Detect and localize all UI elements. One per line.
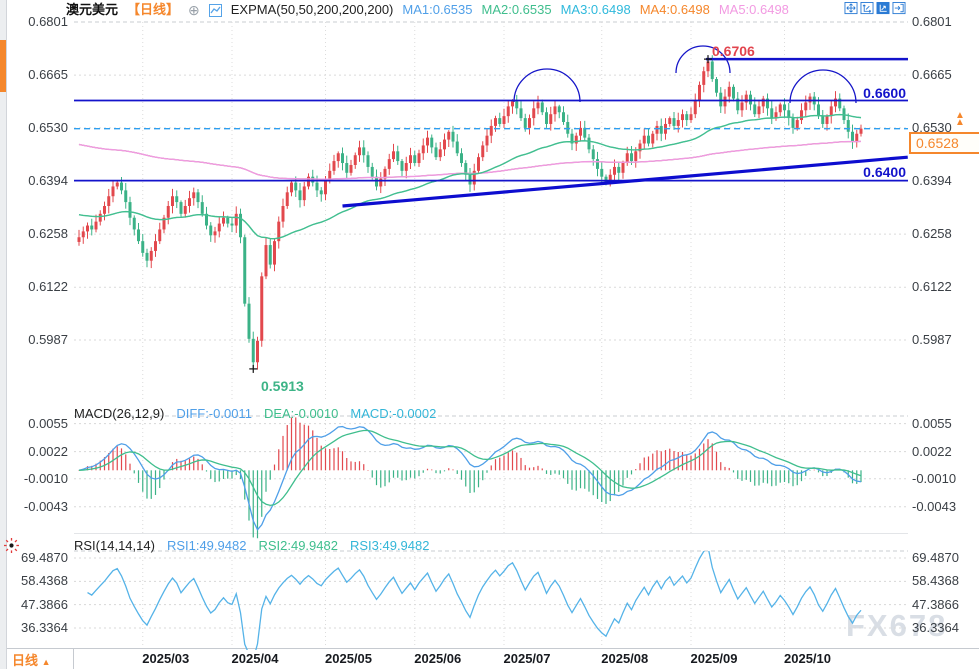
footer-separator <box>0 648 979 649</box>
x-axis-label: 2025/10 <box>784 651 831 666</box>
macd-title: MACD(26,12,9) <box>74 406 165 421</box>
macd-axis-label-right: 0.0022 <box>912 443 952 459</box>
rsi-axis-label-right: 69.4870 <box>912 549 959 565</box>
price-panel-header: 澳元美元 【日线】 ⊕ EXPMA(50,50,200,200,200) MA1… <box>66 2 789 18</box>
x-axis-label: 2025/03 <box>142 651 190 666</box>
rsi3-value: RSI3:49.9482 <box>349 538 430 553</box>
watermark: FX678 <box>846 608 948 643</box>
rsi-axis-label-right: 47.3866 <box>912 596 959 612</box>
price-axis-label-left: 0.6530 <box>28 119 68 135</box>
price-axis-label-right: 0.5987 <box>912 331 952 347</box>
x-axis-label: 2025/04 <box>231 651 279 666</box>
rsi-panel-header: RSI(14,14,14) RSI1:49.9482 RSI2:49.9482 … <box>74 538 429 554</box>
rsi-axis-label-left: 47.3866 <box>21 596 68 612</box>
ma3-value: MA3:0.6498 <box>560 2 631 17</box>
macd-axis-label-left: -0.0043 <box>23 498 68 514</box>
price-axis-label-left: 0.6801 <box>28 14 68 29</box>
pan-icon[interactable] <box>844 1 858 15</box>
macd-diff-value: DIFF:-0.0011 <box>176 406 252 421</box>
price-axis-label-left: 0.6122 <box>28 279 68 295</box>
price-axis-label-right: 0.6665 <box>912 67 952 83</box>
macd-axis-label-right: 0.0055 <box>912 415 952 431</box>
price-axis-label-right: 0.6258 <box>912 226 952 242</box>
macd-dea-value: DEA:-0.0010 <box>263 406 339 421</box>
price-axis-label-left: 0.6258 <box>28 226 68 242</box>
macd-axis-label-right: -0.0010 <box>912 470 957 486</box>
macd-axis-label-left: 0.0022 <box>28 443 68 459</box>
price-axis-label-left: 0.6665 <box>28 67 68 83</box>
macd-panel-header: MACD(26,12,9) DIFF:-0.0011 DEA:-0.0010 M… <box>74 406 436 422</box>
price-axis-label-right: 0.6801 <box>912 14 952 29</box>
indicator-chart-icon[interactable] <box>208 3 222 17</box>
price-axis-label-right: 0.6122 <box>912 279 952 295</box>
ma2-value: MA2:0.6535 <box>481 2 552 17</box>
period-arrow-icon: ▲ <box>41 657 51 667</box>
current-price-tag: 0.6528 <box>909 132 979 154</box>
symbol-title: 澳元美元 <box>66 2 119 17</box>
left-scroll-strip[interactable] <box>0 0 7 669</box>
alert-sun-icon[interactable] <box>3 537 20 559</box>
rsi-axis-label-left: 36.3364 <box>21 620 68 635</box>
upper-level-label: 0.6600 <box>863 85 906 101</box>
price-axis-label-left: 0.5987 <box>28 331 68 347</box>
add-indicator-icon[interactable]: ⊕ <box>188 2 200 18</box>
x-axis-label: 2025/07 <box>503 651 551 666</box>
rsi1-value: RSI1:49.9482 <box>166 538 247 553</box>
low-point-label: 0.5913 <box>261 378 304 394</box>
macd-axis-label-left: -0.0010 <box>23 470 68 486</box>
price-up-arrows-icon: ▲ ▲ <box>955 110 965 128</box>
footer-divider <box>73 648 74 669</box>
price-axis-label-right: 0.6530 <box>912 119 952 135</box>
rsi2-value: RSI2:49.9482 <box>258 538 338 553</box>
ma5-value: MA5:0.6498 <box>718 2 789 17</box>
chart-toolbar <box>844 1 906 15</box>
axis-range-icon[interactable] <box>860 1 874 15</box>
period-selector[interactable]: 日线 ▲ <box>12 650 51 669</box>
price-axis-label-right: 0.6394 <box>912 172 952 188</box>
x-axis-label: 2025/08 <box>601 651 649 666</box>
rsi-title: RSI(14,14,14) <box>74 538 155 553</box>
ma1-value: MA1:0.6535 <box>402 2 473 17</box>
axis-scale-icon[interactable] <box>876 1 890 15</box>
rsi-axis-label-right: 58.4368 <box>912 573 959 589</box>
rsi-axis-label-right: 36.3364 <box>912 620 959 635</box>
x-axis-label: 2025/05 <box>325 651 372 666</box>
ma4-value: MA4:0.6498 <box>639 2 710 17</box>
exit-chart-icon[interactable] <box>892 1 906 15</box>
macd-axis-label-left: 0.0055 <box>28 415 68 431</box>
resistance-label: 0.6706 <box>712 43 755 59</box>
scroll-thumb[interactable] <box>0 40 6 92</box>
rsi-axis-label-left: 69.4870 <box>21 549 68 565</box>
x-axis-label: 2025/06 <box>414 651 462 666</box>
indicator-title: EXPMA(50,50,200,200,200) <box>230 2 394 17</box>
price-axis-label-left: 0.6394 <box>28 172 68 188</box>
rsi-axis-label-left: 58.4368 <box>21 573 68 589</box>
panel-separator <box>74 533 908 534</box>
lower-level-label: 0.6400 <box>863 164 906 180</box>
macd-axis-label-right: -0.0043 <box>912 498 957 514</box>
x-axis-label: 2025/09 <box>690 651 738 666</box>
macd-macd-value: MACD:-0.0002 <box>350 406 437 421</box>
period-tag[interactable]: 【日线】 <box>127 2 180 17</box>
period-label[interactable]: 日线 <box>12 653 39 668</box>
